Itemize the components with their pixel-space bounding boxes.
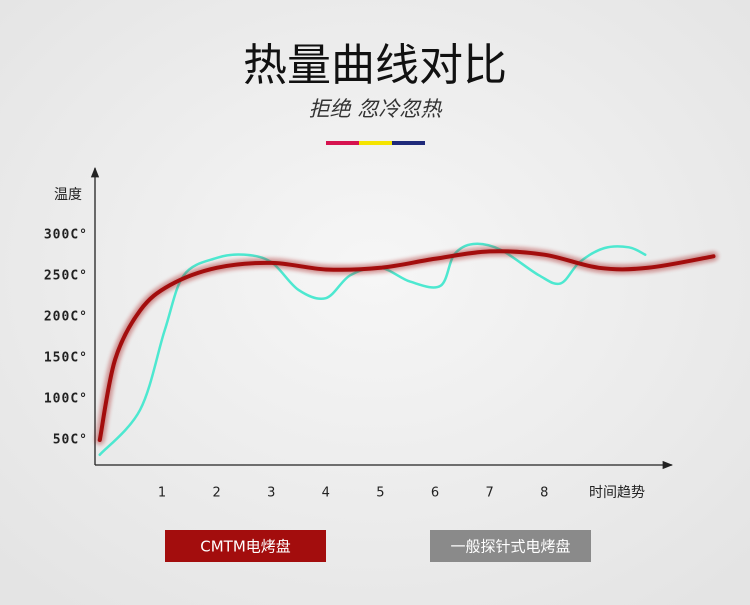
x-tick-label: 5 bbox=[376, 486, 384, 501]
x-axis-label: 时间趋势 bbox=[589, 485, 645, 501]
legend-swatch bbox=[430, 530, 591, 562]
chart-subtitle: 拒绝 忽冷忽热 bbox=[309, 97, 444, 121]
x-tick-label: 1 bbox=[158, 486, 166, 501]
chart-title: 热量曲线对比 bbox=[243, 40, 507, 91]
legend-swatch bbox=[165, 530, 326, 562]
line bbox=[97, 249, 716, 442]
y-tick-label: 300C° bbox=[44, 228, 88, 243]
y-tick-label: 150C° bbox=[44, 351, 88, 366]
legend-label: 一般探针式电烤盘 bbox=[450, 538, 570, 556]
y-axis-label: 温度 bbox=[54, 187, 82, 203]
y-tick-label: 200C° bbox=[44, 310, 88, 325]
line bbox=[98, 242, 647, 457]
x-tick-label: 7 bbox=[485, 486, 493, 501]
y-tick-label: 50C° bbox=[53, 433, 88, 448]
x-tick-label: 2 bbox=[212, 486, 220, 501]
x-tick-label: 3 bbox=[267, 486, 275, 501]
accent-bar bbox=[392, 141, 425, 145]
y-tick-label: 250C° bbox=[44, 269, 88, 284]
legend-label: CMTM电烤盘 bbox=[200, 538, 291, 556]
x-tick-label: 4 bbox=[322, 486, 330, 501]
x-tick-label: 6 bbox=[431, 486, 439, 501]
accent-bar bbox=[359, 141, 392, 145]
y-tick-label: 100C° bbox=[44, 392, 88, 407]
accent-bar bbox=[326, 141, 359, 145]
x-tick-label: 8 bbox=[540, 486, 548, 501]
